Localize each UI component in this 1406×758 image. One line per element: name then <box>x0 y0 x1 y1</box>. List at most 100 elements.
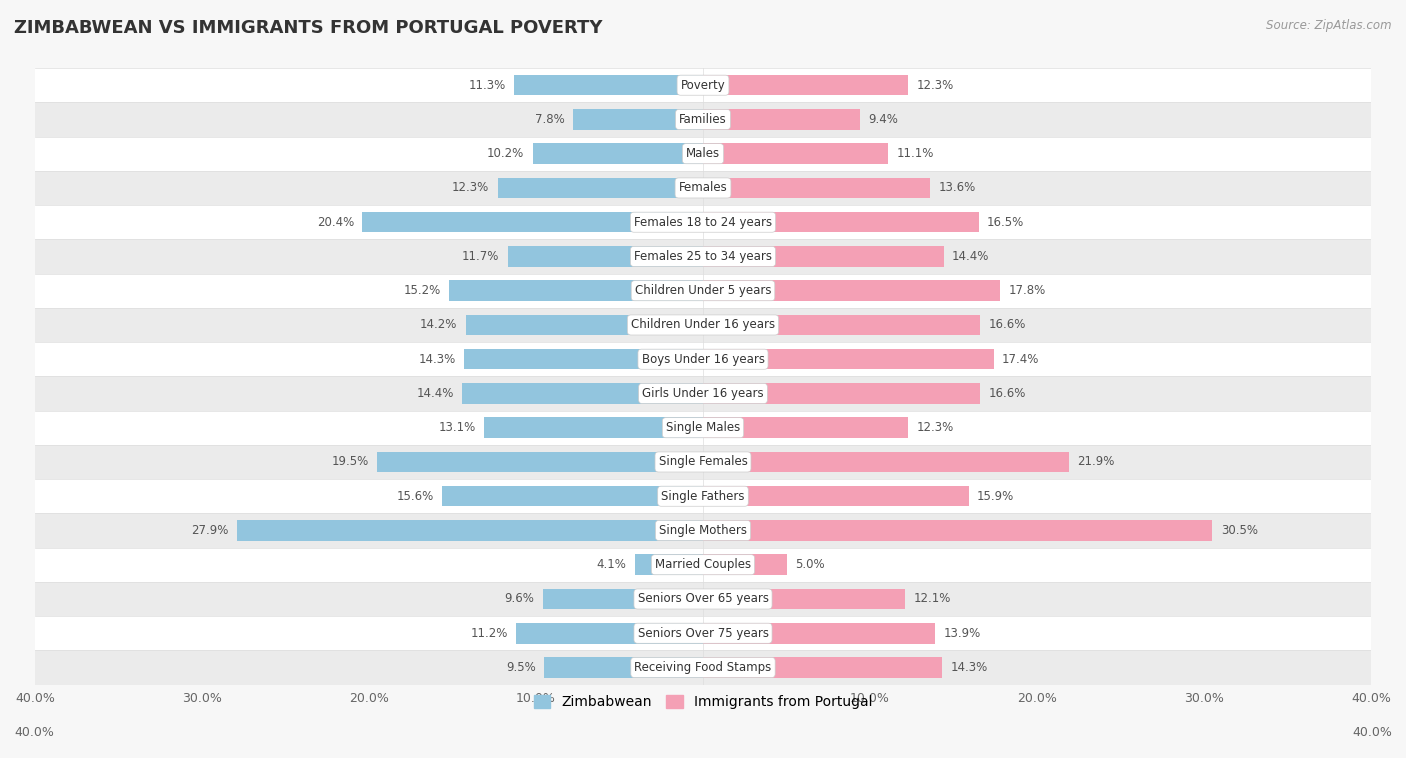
Bar <box>703 554 786 575</box>
Bar <box>703 177 931 199</box>
Bar <box>703 589 905 609</box>
Bar <box>703 315 980 335</box>
Bar <box>703 349 994 369</box>
Text: 14.2%: 14.2% <box>420 318 457 331</box>
Bar <box>464 349 703 369</box>
Bar <box>703 657 942 678</box>
Text: 15.6%: 15.6% <box>396 490 434 503</box>
Text: 14.4%: 14.4% <box>952 250 990 263</box>
Bar <box>703 75 908 96</box>
Text: 13.9%: 13.9% <box>943 627 981 640</box>
Bar <box>35 376 1371 411</box>
Text: Females: Females <box>679 181 727 195</box>
Text: Married Couples: Married Couples <box>655 558 751 572</box>
Bar <box>543 589 703 609</box>
Text: Males: Males <box>686 147 720 160</box>
Text: 40.0%: 40.0% <box>14 726 53 739</box>
Bar <box>544 657 703 678</box>
Bar <box>634 554 703 575</box>
Text: Boys Under 16 years: Boys Under 16 years <box>641 352 765 365</box>
Text: 11.3%: 11.3% <box>468 79 506 92</box>
Text: Females 18 to 24 years: Females 18 to 24 years <box>634 216 772 229</box>
Bar <box>703 246 943 267</box>
Bar <box>498 177 703 199</box>
Bar <box>363 212 703 233</box>
Bar <box>703 520 1212 540</box>
Bar <box>35 342 1371 376</box>
Text: ZIMBABWEAN VS IMMIGRANTS FROM PORTUGAL POVERTY: ZIMBABWEAN VS IMMIGRANTS FROM PORTUGAL P… <box>14 19 603 37</box>
Text: 19.5%: 19.5% <box>332 456 368 468</box>
Text: 12.3%: 12.3% <box>917 421 955 434</box>
Bar <box>35 102 1371 136</box>
Bar <box>533 143 703 164</box>
Bar <box>35 547 1371 582</box>
Bar <box>572 109 703 130</box>
Text: Source: ZipAtlas.com: Source: ZipAtlas.com <box>1267 19 1392 32</box>
Bar <box>703 452 1069 472</box>
Text: Children Under 16 years: Children Under 16 years <box>631 318 775 331</box>
Text: 15.9%: 15.9% <box>977 490 1014 503</box>
Bar <box>703 623 935 644</box>
Bar <box>377 452 703 472</box>
Text: 15.2%: 15.2% <box>404 284 441 297</box>
Text: 21.9%: 21.9% <box>1077 456 1115 468</box>
Text: Receiving Food Stamps: Receiving Food Stamps <box>634 661 772 674</box>
Bar <box>35 650 1371 684</box>
Bar <box>35 479 1371 513</box>
Bar <box>703 109 860 130</box>
Text: 40.0%: 40.0% <box>1353 726 1392 739</box>
Text: 11.7%: 11.7% <box>461 250 499 263</box>
Text: Females 25 to 34 years: Females 25 to 34 years <box>634 250 772 263</box>
Text: 14.4%: 14.4% <box>416 387 454 400</box>
Text: 9.4%: 9.4% <box>869 113 898 126</box>
Text: 13.1%: 13.1% <box>439 421 475 434</box>
Bar <box>463 384 703 404</box>
Text: Single Females: Single Females <box>658 456 748 468</box>
Bar <box>35 513 1371 547</box>
Bar <box>35 616 1371 650</box>
Bar <box>484 418 703 438</box>
Bar <box>35 308 1371 342</box>
Text: Single Mothers: Single Mothers <box>659 524 747 537</box>
Bar <box>35 240 1371 274</box>
Text: 7.8%: 7.8% <box>534 113 564 126</box>
Text: 17.4%: 17.4% <box>1002 352 1039 365</box>
Text: Single Males: Single Males <box>666 421 740 434</box>
Bar <box>703 486 969 506</box>
Bar <box>703 280 1000 301</box>
Text: 16.5%: 16.5% <box>987 216 1024 229</box>
Text: 12.3%: 12.3% <box>917 79 955 92</box>
Bar <box>35 68 1371 102</box>
Bar <box>35 445 1371 479</box>
Text: 13.6%: 13.6% <box>938 181 976 195</box>
Bar <box>35 582 1371 616</box>
Text: 27.9%: 27.9% <box>191 524 229 537</box>
Bar <box>238 520 703 540</box>
Bar <box>703 143 889 164</box>
Bar <box>449 280 703 301</box>
Text: 16.6%: 16.6% <box>988 387 1026 400</box>
Bar <box>35 171 1371 205</box>
Text: Girls Under 16 years: Girls Under 16 years <box>643 387 763 400</box>
Text: Seniors Over 65 years: Seniors Over 65 years <box>637 593 769 606</box>
Bar <box>35 274 1371 308</box>
Text: 14.3%: 14.3% <box>419 352 456 365</box>
Text: 11.1%: 11.1% <box>897 147 934 160</box>
Text: 12.3%: 12.3% <box>451 181 489 195</box>
Bar <box>35 205 1371 240</box>
Text: 17.8%: 17.8% <box>1008 284 1046 297</box>
Text: Single Fathers: Single Fathers <box>661 490 745 503</box>
Bar <box>703 384 980 404</box>
Bar <box>508 246 703 267</box>
Text: 11.2%: 11.2% <box>470 627 508 640</box>
Text: 12.1%: 12.1% <box>914 593 950 606</box>
Text: 10.2%: 10.2% <box>486 147 524 160</box>
Text: 9.5%: 9.5% <box>506 661 536 674</box>
Text: 4.1%: 4.1% <box>596 558 626 572</box>
Legend: Zimbabwean, Immigrants from Portugal: Zimbabwean, Immigrants from Portugal <box>529 690 877 715</box>
Text: Poverty: Poverty <box>681 79 725 92</box>
Text: 14.3%: 14.3% <box>950 661 987 674</box>
Text: 9.6%: 9.6% <box>505 593 534 606</box>
Bar <box>515 75 703 96</box>
Bar <box>35 411 1371 445</box>
